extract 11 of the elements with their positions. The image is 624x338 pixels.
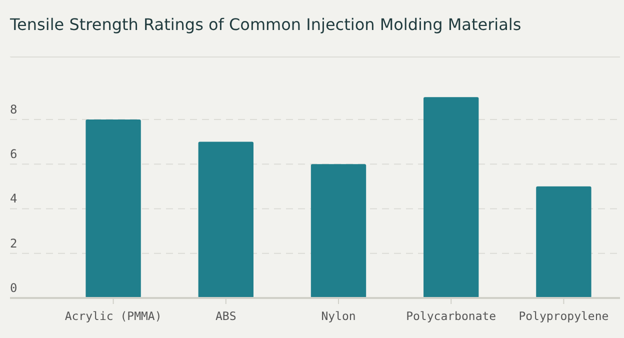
- x-tick-label: Nylon: [321, 309, 356, 323]
- x-tick-label: Polypropylene: [518, 309, 609, 323]
- x-tick-label: Polycarbonate: [406, 309, 496, 323]
- y-tick-label: 2: [10, 236, 18, 250]
- x-tick-label: Acrylic (PMMA): [64, 309, 162, 323]
- y-tick-label: 8: [10, 102, 18, 116]
- x-tick-label: ABS: [216, 309, 236, 323]
- y-tick-label: 6: [10, 147, 18, 162]
- y-tick-label: 0: [10, 281, 18, 295]
- y-tick-label: 4: [10, 192, 18, 206]
- chart-title: Tensile Strength Ratings of Common Injection Molding Materials: [9, 15, 522, 34]
